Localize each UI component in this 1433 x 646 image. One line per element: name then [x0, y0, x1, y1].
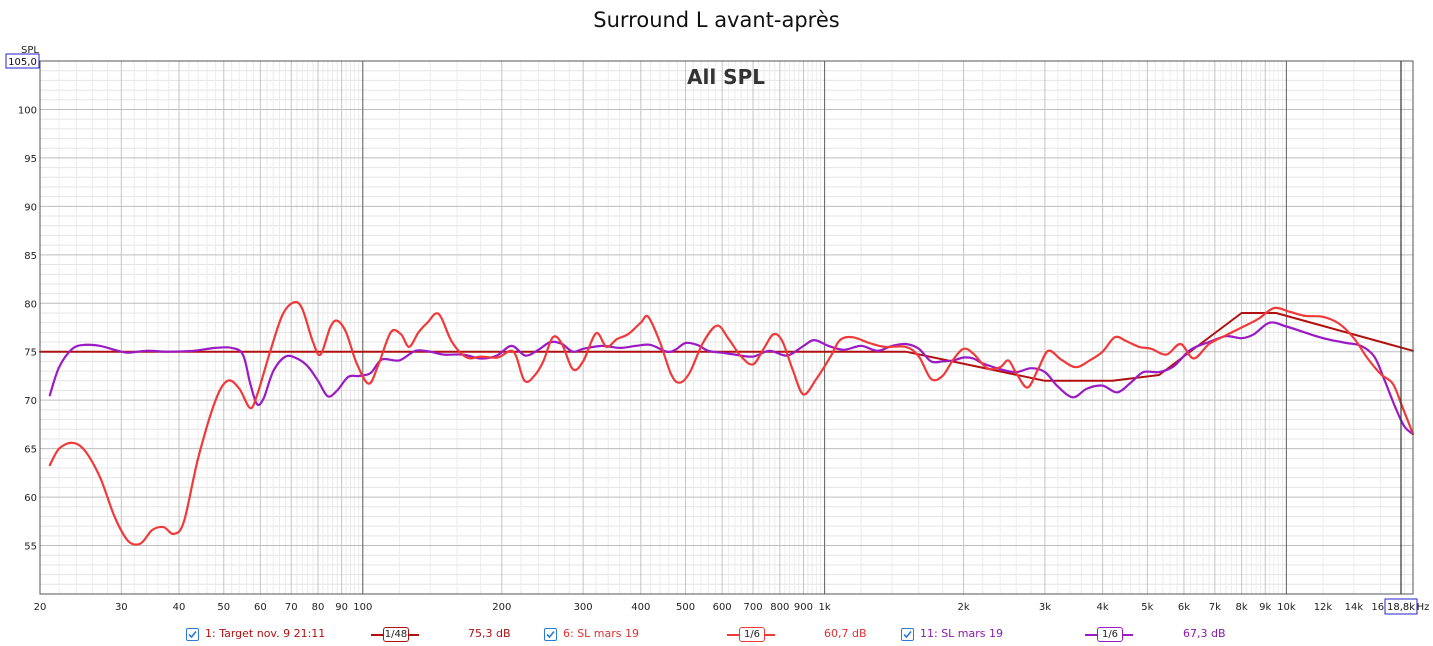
x-tick-label: 60	[254, 602, 267, 613]
x-tick-label: 600	[713, 602, 732, 613]
major-gridlines	[40, 61, 1413, 594]
x-tick-label: 200	[492, 602, 511, 613]
x-tick-label: 10k	[1277, 602, 1296, 613]
x-tick-label: 50	[217, 602, 230, 613]
y-tick-label: 80	[24, 299, 37, 310]
x-tick-label: 16k	[1371, 602, 1390, 613]
y-tick-label: 55	[24, 542, 37, 553]
x-tick-label: 30	[115, 602, 128, 613]
all-spl-annotation: All SPL	[687, 65, 765, 89]
checkbox-target[interactable]	[186, 628, 199, 641]
x-right-value-box[interactable]	[1384, 598, 1418, 615]
x-tick-label: 3k	[1039, 602, 1051, 613]
y-top-value-box[interactable]	[5, 53, 40, 69]
x-tick-label: 9k	[1259, 602, 1271, 613]
y-tick-label: 70	[24, 396, 37, 407]
y-top-value: 105,0	[8, 57, 37, 68]
checkbox-sl-mars-6[interactable]	[544, 628, 557, 641]
legend-item-sl-mars-11: 11: SL mars 19 1/6 67,3 dB	[901, 626, 1301, 642]
x-tick-label: 700	[744, 602, 763, 613]
x-tick-label: 8k	[1236, 602, 1248, 613]
minor-gridlines	[40, 61, 1413, 594]
x-tick-label: 7k	[1209, 602, 1221, 613]
legend-label-target: 1: Target nov. 9 21:11	[205, 627, 326, 640]
legend-item-target: 1: Target nov. 9 21:11 1/48 75,3 dB	[186, 626, 586, 642]
legend-label-sl-mars-11: 11: SL mars 19	[920, 627, 1004, 640]
x-tick-label: 2k	[958, 602, 970, 613]
x-axis-unit: Hz	[1417, 602, 1430, 613]
checkbox-sl-mars-11[interactable]	[901, 628, 914, 641]
smoothing-value-sl-mars-11: 1/6	[1097, 627, 1123, 642]
x-tick-label: 100	[353, 602, 372, 613]
smoothing-control-sl-mars-11[interactable]: 1/6	[1085, 626, 1135, 642]
legend-value-sl-mars-6: 60,7 dB	[824, 627, 867, 640]
y-axis-label: SPL	[21, 45, 39, 56]
x-right-value: 18,8k	[1387, 602, 1415, 613]
smoothing-value-target: 1/48	[383, 627, 409, 642]
x-tick-label: 800	[770, 602, 789, 613]
x-tick-label: 80	[312, 602, 325, 613]
x-tick-label: 12k	[1314, 602, 1333, 613]
smoothing-control-sl-mars-6[interactable]: 1/6	[727, 626, 777, 642]
series-line-sl-mars-6	[48, 300, 1415, 546]
y-tick-label: 65	[24, 445, 37, 456]
legend-value-target: 75,3 dB	[468, 627, 511, 640]
y-tick-label: 95	[24, 154, 37, 165]
y-tick-label: 85	[24, 251, 37, 262]
legend-value-sl-mars-11: 67,3 dB	[1183, 627, 1226, 640]
series-lines	[39, 300, 1415, 546]
x-tick-label: 400	[631, 602, 650, 613]
x-tick-label: 900	[794, 602, 813, 613]
x-tick-labels: 20 30 40 50 60 70 80 90 100 200 300 400 500 600 700 800…	[34, 602, 1390, 613]
y-tick-label: 60	[24, 493, 37, 504]
x-tick-label: 300	[574, 602, 593, 613]
x-tick-label: 90	[335, 602, 348, 613]
smoothing-value-sl-mars-6: 1/6	[739, 627, 765, 642]
y-tick-labels: 55 60 65 70 75 80 85 90 95 100	[18, 105, 37, 552]
plot-frame	[39, 60, 1414, 595]
x-tick-label: 500	[676, 602, 695, 613]
legend-item-sl-mars-6: 6: SL mars 19 1/6 60,7 dB	[544, 626, 944, 642]
x-tick-label: 70	[285, 602, 298, 613]
x-tick-label: 6k	[1178, 602, 1190, 613]
series-line-sl-mars-11	[48, 321, 1415, 436]
y-tick-label: 100	[18, 105, 37, 116]
x-tick-label: 40	[173, 602, 186, 613]
y-tick-label: 75	[24, 348, 37, 359]
smoothing-control-target[interactable]: 1/48	[371, 626, 421, 642]
x-tick-label: 1k	[819, 602, 831, 613]
x-tick-label: 14k	[1345, 602, 1364, 613]
x-tick-label: 20	[34, 602, 47, 613]
x-tick-label: 5k	[1141, 602, 1153, 613]
x-tick-label: 4k	[1097, 602, 1109, 613]
legend-label-sl-mars-6: 6: SL mars 19	[563, 627, 640, 640]
y-tick-label: 90	[24, 202, 37, 213]
chart-title: Surround L avant-après	[593, 8, 840, 32]
